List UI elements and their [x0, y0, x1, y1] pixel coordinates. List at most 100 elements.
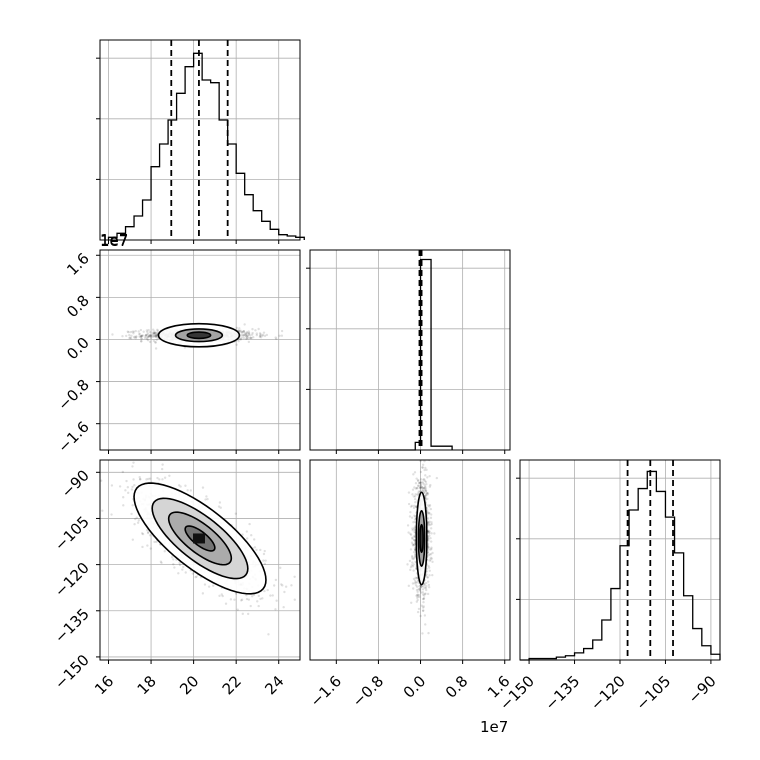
scatter-point [429, 536, 432, 540]
scatter-point [422, 478, 426, 481]
scatter-point [160, 467, 164, 471]
scatter-point [423, 486, 426, 490]
scatter-point [257, 604, 260, 608]
scatter-point [410, 564, 414, 567]
scatter-point [427, 583, 431, 587]
scatter-point [304, 596, 306, 598]
scatter-point [416, 493, 419, 496]
scatter-point [413, 582, 417, 585]
y-tick-label: 0.0 [63, 334, 93, 364]
scatter-point [261, 334, 264, 337]
scatter-point [413, 579, 417, 582]
scatter-point [411, 488, 415, 491]
scatter-point [429, 527, 433, 530]
scatter-point [419, 585, 423, 588]
scatter-point [423, 592, 426, 596]
scatter-point [221, 594, 224, 598]
scatter-point [247, 336, 250, 340]
scatter-point [424, 493, 428, 497]
scatter-point [195, 575, 198, 578]
scatter-point [413, 471, 417, 474]
scatter-point [252, 336, 255, 339]
scatter-point [419, 591, 423, 594]
scatter-point [427, 546, 430, 549]
scatter-point [245, 530, 249, 533]
scatter-point [149, 333, 152, 337]
scatter-point [419, 470, 423, 474]
scatter-point [413, 525, 417, 528]
scatter-point [160, 561, 163, 564]
scatter-point [413, 514, 416, 517]
scatter-point [415, 588, 419, 592]
scatter-point [411, 536, 414, 539]
scatter-point [418, 589, 422, 592]
scatter-point [134, 335, 138, 339]
scatter-point [415, 477, 418, 480]
scatter-point [426, 492, 430, 495]
scatter-point [412, 535, 416, 538]
x-tick-label: 0.0 [400, 672, 430, 702]
scatter-point [418, 481, 422, 484]
scatter-point [259, 334, 262, 338]
x-tick-label: 24 [261, 672, 287, 698]
y-tick-label: −135 [51, 605, 93, 647]
scatter-point [430, 513, 433, 516]
hist-p2-panel [306, 249, 511, 454]
scatter-point [262, 552, 266, 556]
scatter-point [420, 485, 424, 489]
scatter-point [422, 585, 425, 588]
scatter-point [426, 508, 429, 511]
scatter-point [152, 339, 156, 343]
scatter-point [194, 575, 197, 579]
scatter-point [155, 338, 158, 341]
density-contour [186, 331, 212, 340]
x-tick-label: 20 [176, 672, 202, 698]
scatter-point [234, 512, 238, 515]
scatter-point [428, 485, 432, 488]
scatter-point [154, 335, 157, 338]
scatter-point [424, 581, 428, 585]
scatter-point [419, 481, 423, 484]
scatter-point [191, 572, 195, 575]
scatter-point [244, 333, 248, 336]
scatter-point [408, 559, 412, 563]
scatter-point [422, 609, 425, 612]
scatter-point [293, 598, 296, 601]
scatter-point [181, 568, 184, 571]
scatter-point [411, 587, 415, 590]
scatter-point [261, 333, 265, 336]
scatter-point [211, 584, 215, 587]
scatter-point [267, 633, 270, 636]
scatter-point [272, 584, 276, 587]
scatter-point [420, 585, 423, 588]
scatter-point [154, 335, 158, 338]
scatter-point [427, 504, 430, 507]
scatter-point [423, 614, 427, 617]
scatter-point [144, 334, 148, 337]
scatter-point [423, 479, 427, 483]
scatter-point [259, 597, 262, 601]
scatter-point [426, 476, 429, 479]
scatter-point [428, 569, 431, 573]
scatter-point [184, 571, 187, 574]
scatter-point [435, 476, 439, 480]
scatter-point [422, 597, 425, 601]
scatter-point [424, 494, 427, 498]
scatter-point [418, 481, 421, 485]
scatter-point [250, 336, 253, 340]
scatter-point [111, 333, 114, 336]
scatter-point [421, 591, 425, 594]
scatter-point [140, 334, 143, 338]
scatter-point [259, 336, 263, 339]
scatter-point [149, 335, 152, 338]
scatter-point [121, 334, 124, 338]
scatter-point [153, 331, 156, 335]
scatter-point [235, 326, 238, 330]
scatter-point [412, 557, 416, 560]
scatter-point [263, 549, 266, 553]
scatter-point [422, 596, 426, 600]
scatter-point [412, 563, 415, 566]
scatter-point [419, 484, 422, 487]
scatter-point [245, 336, 249, 339]
